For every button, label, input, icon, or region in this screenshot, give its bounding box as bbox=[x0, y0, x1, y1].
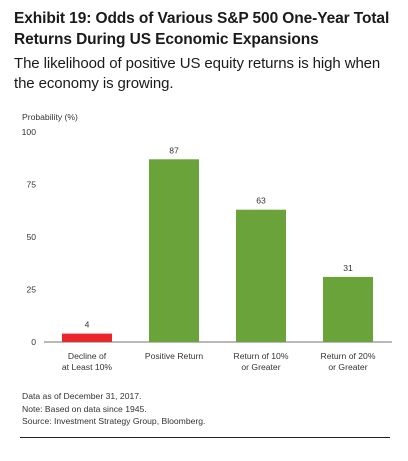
bar-value-label: 63 bbox=[256, 196, 266, 206]
chart-title: Exhibit 19: Odds of Various S&P 500 One-… bbox=[14, 10, 390, 48]
x-tick-label: Return of 10% bbox=[234, 351, 289, 361]
bar-value-label: 4 bbox=[85, 320, 90, 330]
x-tick-label: Return of 20% bbox=[321, 351, 376, 361]
bars: 4 87 63 31 bbox=[62, 145, 373, 342]
x-tick-label: Positive Return bbox=[145, 351, 203, 361]
y-tick-label: 75 bbox=[26, 180, 36, 190]
x-tick-label: at Least 10% bbox=[62, 362, 113, 372]
bar bbox=[236, 209, 286, 342]
x-tick-label: Decline of bbox=[68, 351, 107, 361]
bar bbox=[323, 276, 373, 342]
y-axis: 0 25 50 75 100 bbox=[22, 127, 37, 347]
bar bbox=[149, 159, 199, 342]
y-tick-label: 100 bbox=[22, 127, 37, 137]
y-tick-label: 0 bbox=[31, 337, 36, 347]
note-source: Source: Investment Strategy Group, Bloom… bbox=[22, 416, 206, 427]
note-date: Data as of December 31, 2017. bbox=[22, 391, 142, 401]
y-tick-label: 25 bbox=[26, 285, 36, 295]
x-tick-label: or Greater bbox=[328, 362, 367, 372]
chart-subtitle: The likelihood of positive US equity ret… bbox=[14, 55, 381, 92]
note-basis: Note: Based on data since 1945. bbox=[22, 403, 147, 414]
bar bbox=[62, 333, 112, 342]
y-axis-label: Probability (%) bbox=[22, 112, 78, 122]
x-tick-label: or Greater bbox=[241, 362, 280, 372]
bar-value-label: 31 bbox=[343, 263, 353, 273]
bar-chart: Probability (%) 0 25 50 75 100 4 87 63 31 Decli… bbox=[22, 112, 392, 372]
bar-value-label: 87 bbox=[169, 145, 179, 155]
chart-notes: Data as of December 31, 2017. Note: Base… bbox=[22, 390, 392, 428]
y-tick-label: 50 bbox=[26, 232, 36, 242]
bottom-rule bbox=[20, 437, 390, 438]
